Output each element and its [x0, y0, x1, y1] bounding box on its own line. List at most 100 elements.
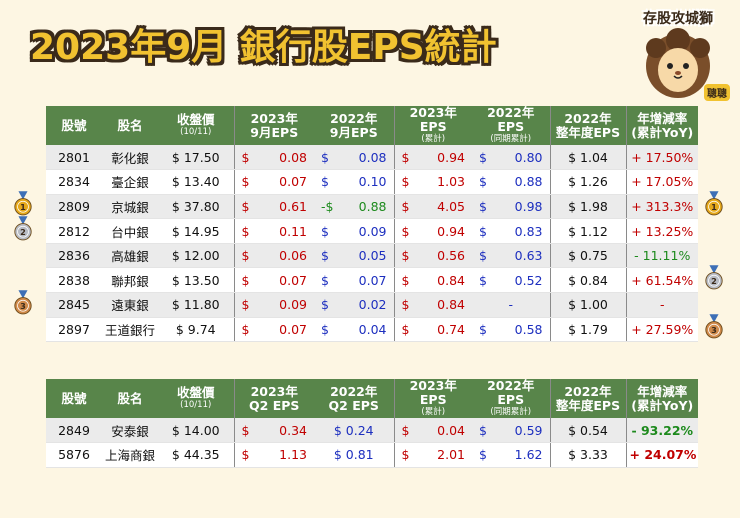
- eps-2023-cumulative-sign: $: [401, 422, 410, 438]
- stock-name: 王道銀行: [102, 317, 158, 343]
- eps-2022-full-year: $ 0.84: [550, 267, 627, 294]
- eps-2022-full-year: $ 1.26: [550, 169, 627, 195]
- eps-2022-period-wrap: $0.08: [317, 150, 391, 165]
- eps-2022-full-year: $ 0.75: [550, 243, 627, 269]
- header-main: 股名: [117, 390, 143, 406]
- column-header: 2022年 9月EPS: [314, 106, 395, 145]
- eps-2023-cumulative-wrap: $1.03: [398, 174, 470, 189]
- eps-2022-cumulative: $0.58: [472, 317, 551, 343]
- eps-2022-period: $0.05: [314, 243, 395, 269]
- stock-name: 彰化銀: [102, 145, 158, 171]
- column-header: 年增減率 (累計YoY): [626, 106, 698, 145]
- eps-2023-period: $0.11: [234, 218, 314, 244]
- yoy-value: + 27.59%: [631, 321, 694, 337]
- eps-2022-period-value: 0.08: [358, 149, 387, 165]
- header-main: 年增減率: [637, 110, 688, 126]
- column-header: 2022年 整年度EPS: [550, 106, 627, 145]
- eps-2022-cumulative-wrap: $0.63: [475, 248, 547, 263]
- stock-code: 2834: [46, 169, 102, 195]
- yoy-rate: + 313.3%: [626, 194, 698, 220]
- table-row: 2809 京城銀 $ 37.80 $0.61 -$ 0.88 $4.05 $0.98 $ 1.9…: [46, 194, 698, 220]
- eps-2022-cumulative-value: 0.98: [514, 198, 543, 214]
- stock-name: 上海商銀: [102, 442, 158, 468]
- medal-rank-1-icon: 1: [705, 191, 723, 216]
- header-main-2: (累計YoY): [631, 397, 694, 413]
- eps-2022-period-wrap: $0.10: [317, 174, 391, 189]
- eps-2023-cumulative-value: 1.03: [437, 174, 465, 190]
- eps-2022-period: $0.10: [314, 169, 395, 195]
- header-sub: (同期累計): [490, 134, 532, 144]
- eps-2023-period-sign: $: [241, 174, 250, 190]
- close-price: $ 44.35: [158, 442, 235, 468]
- header-main: 股名: [117, 117, 143, 133]
- yoy-value: -: [659, 297, 665, 313]
- eps-2022-cumulative-wrap: $0.88: [475, 174, 547, 189]
- column-header: 2022年EPS (同期累計): [472, 106, 551, 145]
- eps-2022-cumulative-sign: $: [479, 321, 487, 337]
- header-sub: (累計): [421, 407, 446, 417]
- yoy-value: + 61.54%: [631, 272, 694, 288]
- eps-2023-period-wrap: $0.07: [238, 273, 312, 288]
- eps-2022-cumulative-sign: $: [479, 223, 487, 239]
- eps-2022-cumulative-value: 0.80: [514, 149, 543, 165]
- eps-2022-period-value: 0.09: [358, 223, 387, 239]
- eps-2023-period-value: 0.09: [279, 297, 307, 313]
- header-sub: (累計): [421, 134, 446, 144]
- eps-2022-full-year: $ 1.04: [550, 145, 627, 171]
- eps-2023-period-value: 0.07: [279, 272, 307, 288]
- medal-rank-2-icon: 2: [14, 216, 32, 241]
- eps-2023-cumulative-wrap: $0.04: [398, 423, 470, 438]
- eps-2023-cumulative: $0.94: [394, 145, 472, 171]
- eps-2023-period-value: 0.07: [279, 174, 307, 190]
- header-sub: (同期累計): [490, 407, 532, 417]
- eps-2023-period-wrap: $0.07: [238, 174, 312, 189]
- eps-2023-period-sign: $: [241, 422, 250, 438]
- eps-2022-full-year: $ 1.98: [550, 194, 627, 220]
- eps-2023-period: $1.13: [234, 442, 314, 468]
- eps-2023-period: $0.06: [234, 243, 314, 269]
- mascot-logo: 存股攻城獅 聰聰: [620, 8, 736, 101]
- eps-2022-cumulative: $0.83: [472, 218, 551, 244]
- eps-2023-cumulative: $0.94: [394, 218, 472, 244]
- close-price: $ 14.95: [158, 218, 235, 244]
- eps-2023-period: $0.07: [234, 169, 314, 195]
- lion-mascot-icon: [646, 28, 710, 98]
- header-main: 2023年EPS: [409, 105, 457, 134]
- medal-rank-1-icon: 1: [14, 191, 32, 216]
- stock-code: 2838: [46, 267, 102, 294]
- eps-2022-cumulative-sign: $: [479, 198, 487, 214]
- eps-2023-cumulative: $4.05: [394, 194, 472, 220]
- eps-2022-period-sign: $: [321, 174, 329, 190]
- eps-2023-cumulative-sign: $: [401, 248, 410, 264]
- eps-2023-cumulative-sign: $: [401, 447, 410, 463]
- table-row: 2838 聯邦銀 $ 13.50 $0.07 $0.07 $0.84 $0.52 $ 0.84…: [46, 267, 698, 294]
- eps-2023-cumulative-wrap: $0.94: [398, 150, 470, 165]
- table-row: 2849 安泰銀 $ 14.00 $0.34 $ 0.24 $0.04 $0.59 $ 0.5…: [46, 418, 698, 444]
- eps-2022-cumulative-sign: $: [479, 447, 487, 463]
- column-header: 收盤價 (10/11): [158, 379, 235, 418]
- medal-rank-3-icon: 3: [14, 290, 32, 315]
- yoy-rate: - 93.22%: [626, 418, 698, 444]
- close-price: $ 37.80: [158, 194, 235, 220]
- eps-2022-cumulative: $0.63: [472, 243, 551, 269]
- stock-name: 臺企銀: [102, 169, 158, 195]
- eps-2022-cumulative-wrap: $1.62: [475, 447, 547, 462]
- eps-2022-period-value: 0.88: [358, 198, 387, 214]
- eps-2023-cumulative-value: 0.56: [437, 248, 465, 264]
- eps-2022-cumulative-sign: $: [479, 248, 487, 264]
- eps-2022-period-value: 0.05: [358, 248, 387, 264]
- eps-2022-cumulative: $0.88: [472, 169, 551, 195]
- eps-2022-cumulative-value: -: [508, 297, 513, 313]
- stock-code: 2849: [46, 418, 102, 444]
- eps-2022-cumulative-sign: $: [479, 272, 487, 288]
- eps-2022-period-wrap: -$ 0.88: [317, 199, 391, 214]
- header-main: 2022年: [564, 110, 612, 126]
- eps-2023-cumulative-value: 0.94: [437, 223, 465, 239]
- eps-2023-period-sign: $: [241, 321, 250, 337]
- stock-code: 2845: [46, 292, 102, 318]
- eps-2023-period-sign: $: [241, 223, 250, 239]
- eps-2023-cumulative-wrap: $0.94: [398, 224, 470, 239]
- eps-2023-period-sign: $: [241, 198, 250, 214]
- header-main-2: 9月EPS: [250, 124, 299, 140]
- eps-2022-period-value: 0.02: [358, 297, 387, 313]
